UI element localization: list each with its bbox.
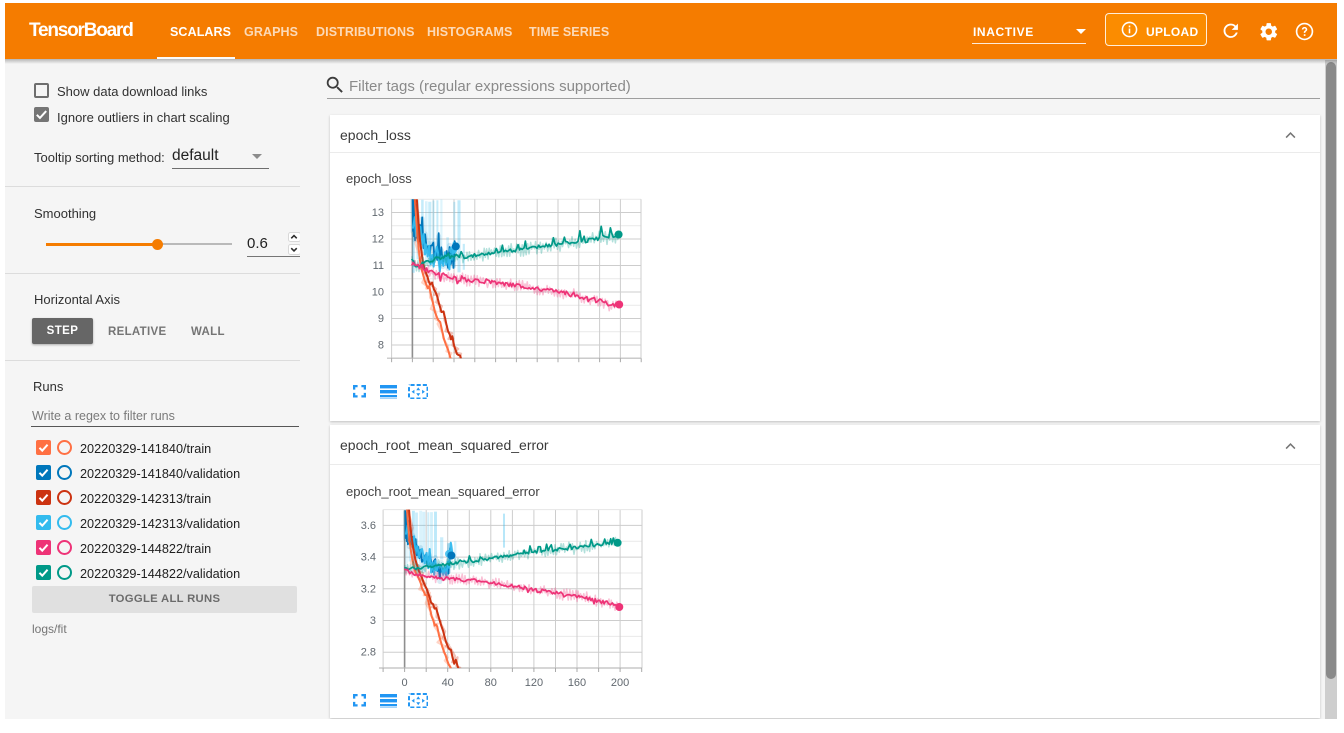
svg-text:8: 8: [378, 340, 384, 352]
svg-text:200: 200: [611, 677, 629, 689]
svg-text:13: 13: [372, 207, 384, 219]
svg-text:80: 80: [485, 677, 497, 689]
svg-text:160: 160: [568, 677, 586, 689]
svg-text:3.6: 3.6: [361, 520, 376, 532]
svg-text:12: 12: [372, 234, 384, 246]
svg-text:3.4: 3.4: [361, 552, 376, 564]
svg-text:3.2: 3.2: [361, 583, 376, 595]
svg-text:40: 40: [442, 677, 454, 689]
svg-text:2.8: 2.8: [361, 647, 376, 659]
svg-text:3: 3: [370, 615, 376, 627]
svg-text:10: 10: [372, 287, 384, 299]
svg-text:120: 120: [525, 677, 543, 689]
svg-text:0: 0: [402, 677, 408, 689]
svg-text:9: 9: [378, 313, 384, 325]
svg-text:11: 11: [373, 260, 384, 272]
